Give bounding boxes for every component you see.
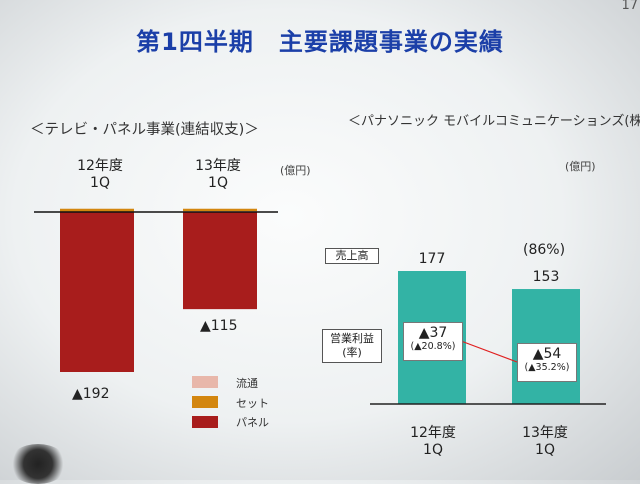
mobile-sales-label-1: 153 [533, 269, 560, 285]
tv-x-label-2012: 12年度 1Q [60, 158, 140, 192]
mobile-profit-value-0: ▲37 [418, 325, 448, 341]
mobile-profit-trend-line [460, 340, 518, 363]
tv-x-label-2012-year: 12年度 [77, 158, 123, 174]
tv-panel-chart-title: ＜テレビ・パネル事業(連結収支)＞ [30, 122, 259, 138]
legend-label-distribution: 流通 [236, 377, 258, 390]
tv-x-label-2013-year: 13年度 [195, 158, 241, 174]
row-label-sales: 売上高 [325, 248, 379, 264]
mobile-x-label-2012-quarter: 1Q [423, 442, 443, 458]
row-label-operating-profit-line1: 営業利益 [330, 332, 374, 345]
mobile-x-label-2013-year: 13年度 [522, 425, 568, 441]
mobile-sales-label-0: 177 [419, 251, 446, 267]
tv-x-label-2013-quarter: 1Q [208, 175, 228, 191]
mobile-profit-rate-1: (▲35.2%) [524, 362, 570, 373]
tv-total-label-2013: ▲115 [200, 318, 238, 334]
tv-x-label-2013: 13年度 1Q [178, 158, 258, 192]
tv-bar-セット-1 [183, 208, 257, 212]
legend-label-set: セット [236, 397, 269, 410]
legend-swatch-distribution [192, 376, 218, 388]
tv-x-label-2012-quarter: 1Q [90, 175, 110, 191]
page-title: 第1四半期 主要課題事業の実績 [136, 28, 504, 56]
mobile-profit-box-1: ▲54 (▲35.2%) [517, 343, 577, 382]
legend-swatch-panel [192, 416, 218, 428]
row-label-operating-profit-line2: (率) [342, 346, 362, 359]
legend-swatch-set [192, 396, 218, 408]
mobile-yoy-label: (86%) [523, 242, 566, 258]
legend-label-panel: パネル [236, 416, 269, 429]
presenter-shadow [8, 444, 68, 484]
mobile-x-label-2012-year: 12年度 [410, 425, 456, 441]
mobile-x-label-2012: 12年度 1Q [393, 425, 473, 459]
mobile-unit-label: (億円) [565, 160, 596, 173]
row-label-operating-profit: 営業利益 (率) [322, 329, 382, 363]
mobile-x-label-2013: 13年度 1Q [505, 425, 585, 459]
mobile-x-label-2013-quarter: 1Q [535, 442, 555, 458]
tv-bar-セット-0 [60, 208, 134, 212]
mobile-profit-rate-0: (▲20.8%) [410, 341, 456, 352]
tv-bar-パネル-0 [60, 212, 134, 372]
mobile-profit-box-0: ▲37 (▲20.8%) [403, 322, 463, 361]
tv-unit-label: (億円) [280, 164, 311, 177]
page-number: 17 [621, 0, 638, 13]
tv-bar-パネル-1 [183, 212, 257, 310]
tv-total-label-2012: ▲192 [72, 386, 110, 402]
mobile-chart-title: ＜パナソニック モバイルコミュニケーションズ(株)＞ [348, 114, 640, 129]
mobile-profit-value-1: ▲54 [532, 346, 562, 362]
